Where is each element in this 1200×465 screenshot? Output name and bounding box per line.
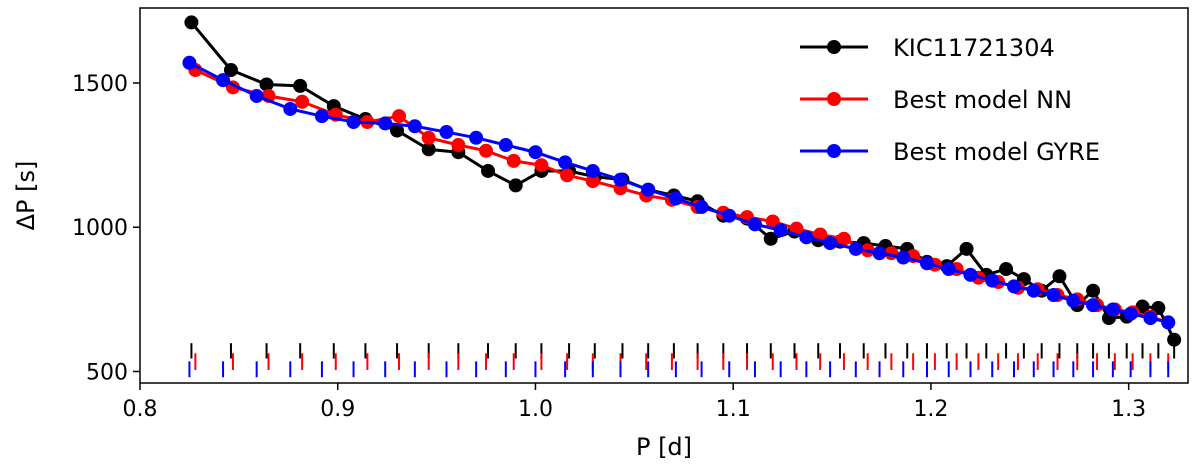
data-point-2-27 [941, 262, 956, 277]
x-axis-label: P [d] [636, 433, 692, 461]
data-point-2-7 [407, 119, 422, 134]
data-point-2-4 [314, 109, 329, 124]
data-point-2-30 [1006, 279, 1021, 294]
data-point-2-33 [1066, 293, 1081, 308]
legend-label-1: Best model NN [893, 86, 1072, 114]
data-point-2-2 [249, 88, 264, 103]
data-point-2-26 [919, 256, 934, 271]
x-tick-label-5: 1.3 [1111, 397, 1146, 422]
legend-marker-0 [827, 40, 841, 54]
data-point-2-6 [378, 116, 393, 131]
data-point-2-34 [1086, 298, 1101, 313]
legend: KIC11721304 Best model NN Best model GYRE [800, 34, 1100, 166]
data-point-1-8 [451, 138, 466, 153]
axes: 0.8 0.9 1.0 1.1 1.2 1.3 500 1000 1500 P [d] ΔP [s] [12, 7, 1189, 461]
data-point-1-12 [560, 168, 575, 183]
data-point-2-37 [1143, 311, 1158, 326]
data-point-0-3 [293, 78, 308, 93]
data-point-0-36 [1086, 283, 1101, 298]
data-point-2-38 [1161, 315, 1176, 330]
data-point-2-10 [498, 138, 513, 153]
axes-frame [139, 7, 1189, 384]
legend-marker-1 [827, 92, 841, 106]
data-point-1-10 [506, 153, 521, 168]
data-point-2-29 [985, 273, 1000, 288]
data-point-0-29 [959, 241, 974, 256]
data-point-1-22 [813, 227, 828, 242]
data-point-2-13 [585, 163, 600, 178]
data-point-2-16 [668, 191, 683, 206]
x-tick-label-4: 1.2 [913, 397, 948, 422]
x-tick-label-3: 1.1 [716, 397, 751, 422]
data-point-0-41 [1167, 332, 1182, 347]
data-point-0-2 [259, 77, 274, 92]
plot-area [182, 15, 1182, 378]
data-point-2-11 [528, 145, 543, 160]
data-point-2-12 [558, 155, 573, 170]
data-point-2-23 [848, 241, 863, 256]
data-point-0-20 [763, 231, 778, 246]
x-tick-label-0: 0.8 [123, 397, 158, 422]
series-line-0 [190, 21, 1176, 341]
data-point-2-15 [641, 182, 656, 197]
data-point-1-13 [585, 174, 600, 189]
data-point-2-8 [439, 125, 454, 140]
data-point-0-1 [223, 63, 238, 78]
data-point-2-22 [823, 236, 838, 251]
y-tick-label-0: 500 [86, 360, 128, 385]
data-point-1-7 [421, 130, 436, 145]
data-point-2-35 [1105, 302, 1120, 317]
data-point-2-3 [283, 101, 298, 116]
data-point-2-24 [872, 246, 887, 261]
data-point-2-0 [182, 55, 197, 70]
data-point-0-6 [390, 123, 405, 138]
data-point-2-17 [694, 200, 709, 215]
data-point-2-28 [963, 267, 978, 282]
y-tick-label-1: 1000 [72, 216, 128, 241]
data-point-2-36 [1123, 306, 1138, 321]
data-point-2-20 [773, 223, 788, 238]
data-point-0-9 [481, 163, 496, 178]
data-point-1-3 [295, 94, 310, 109]
data-point-0-7 [421, 142, 436, 157]
data-point-1-23 [836, 231, 851, 246]
data-point-1-9 [479, 143, 494, 158]
data-point-2-1 [216, 73, 231, 88]
data-point-0-10 [508, 178, 523, 193]
data-point-2-31 [1026, 283, 1041, 298]
data-point-0-31 [999, 262, 1014, 277]
data-point-2-32 [1046, 288, 1061, 303]
data-point-1-11 [534, 158, 549, 173]
data-point-1-6 [392, 109, 407, 124]
legend-label-0: KIC11721304 [893, 34, 1055, 62]
legend-label-2: Best model GYRE [893, 138, 1100, 166]
y-axis-label: ΔP [s] [12, 161, 40, 231]
data-point-2-9 [469, 130, 484, 145]
data-point-2-25 [896, 250, 911, 265]
x-tick-label-1: 0.9 [320, 397, 355, 422]
data-point-0-34 [1052, 269, 1067, 284]
legend-marker-2 [827, 144, 841, 158]
data-point-2-14 [613, 172, 628, 187]
y-tick-label-2: 1500 [72, 72, 128, 97]
x-tick-label-2: 1.0 [518, 397, 553, 422]
data-point-2-18 [722, 208, 737, 223]
data-point-2-5 [346, 114, 361, 129]
data-point-0-0 [184, 15, 199, 30]
data-point-2-21 [799, 230, 814, 245]
data-point-2-19 [747, 217, 762, 232]
